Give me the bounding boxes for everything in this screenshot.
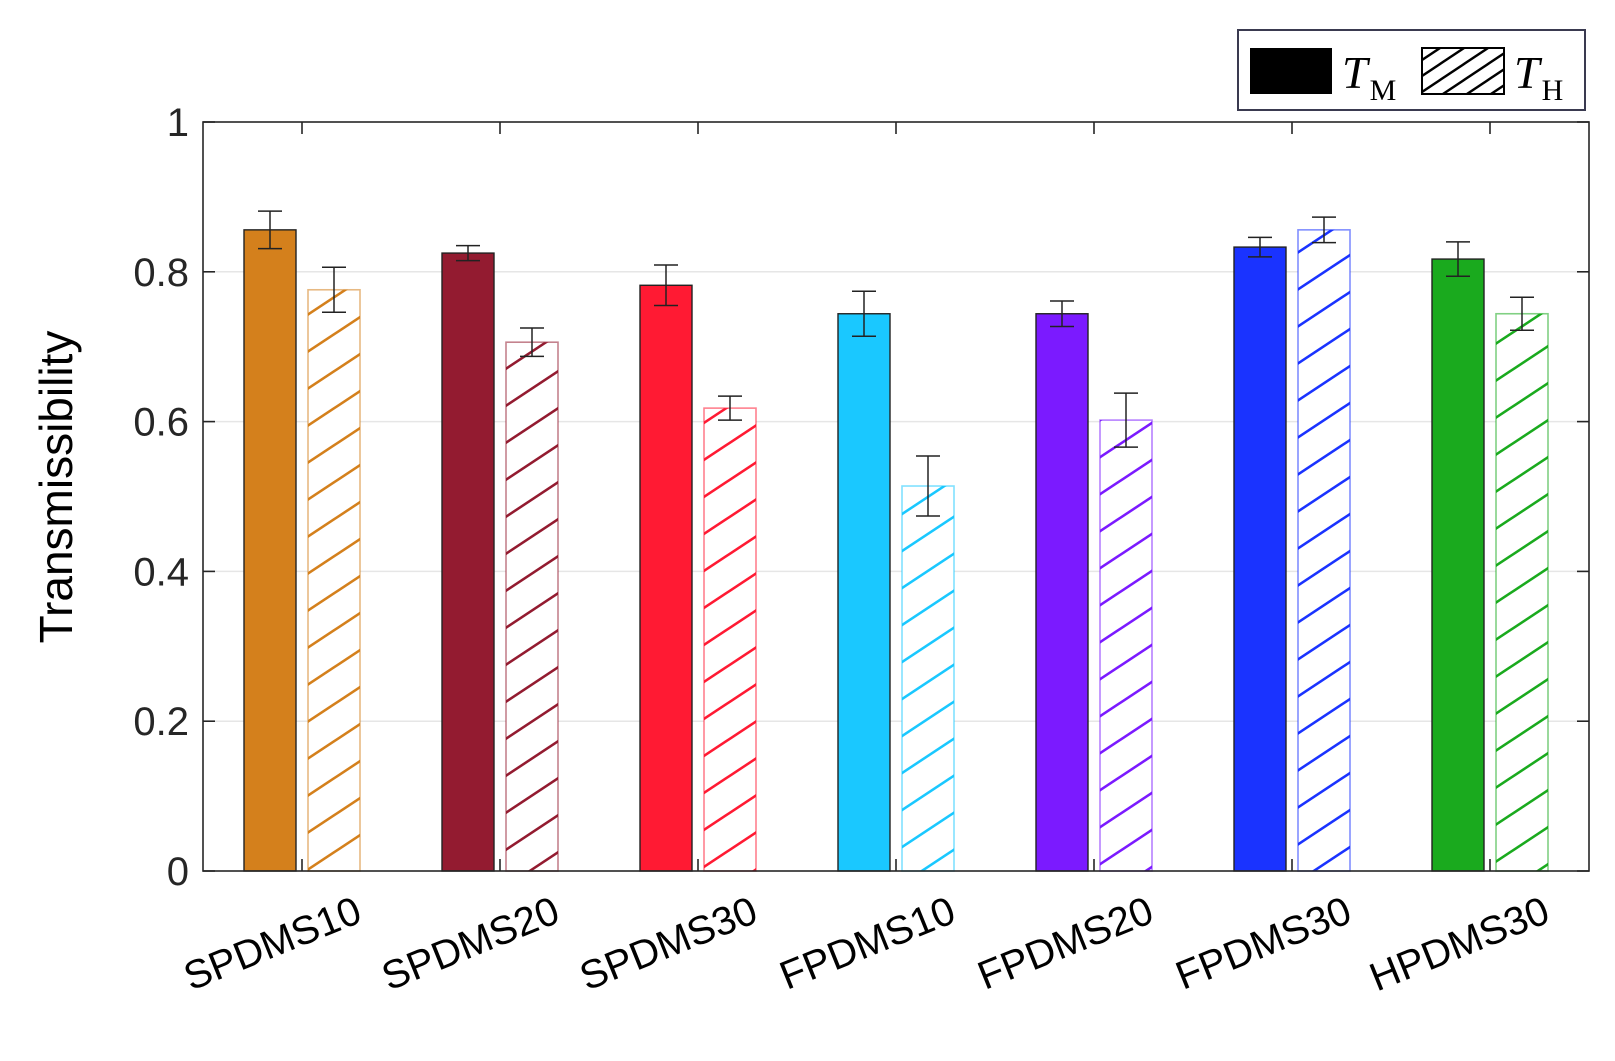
legend: TM TH [1237, 29, 1586, 111]
error-bar [852, 290, 876, 337]
x-tick-label-fpdms10: FPDMS10 [774, 889, 962, 999]
bar-th-spdms30 [703, 407, 757, 872]
bar-th-fpdms20 [1099, 419, 1153, 872]
legend-label-subscript: M [1370, 74, 1397, 107]
x-tick-label-fpdms20: FPDMS20 [972, 889, 1160, 999]
x-tick-label-fpdms30: FPDMS30 [1170, 889, 1358, 999]
error-bar [916, 455, 940, 517]
y-tick-label: 0.2 [133, 700, 189, 744]
bar-tm-fpdms30 [1233, 246, 1287, 872]
error-bar [1446, 241, 1470, 278]
x-tick-label-spdms10: SPDMS10 [178, 889, 368, 1000]
error-bar [456, 244, 480, 262]
bars [243, 229, 1549, 872]
y-tick-label: 0.8 [133, 251, 189, 295]
axes [202, 121, 1590, 872]
y-tick-label: 0.4 [133, 550, 189, 594]
x-tick-label-spdms20: SPDMS20 [376, 889, 566, 1000]
bar-tm-hpdms30 [1431, 258, 1485, 872]
bar-tm-fpdms10 [837, 313, 891, 872]
legend-swatch-solid [1250, 48, 1332, 94]
y-tick-label: 1 [167, 101, 189, 145]
bar-tm-fpdms20 [1035, 313, 1089, 872]
x-tick-label-hpdms30: HPDMS30 [1364, 889, 1556, 1001]
error-bar [1312, 216, 1336, 244]
bar-th-fpdms10 [901, 485, 955, 872]
error-bar [1510, 296, 1534, 331]
bar-th-hpdms30 [1495, 312, 1549, 872]
plot-frame [202, 121, 1590, 872]
bar-tm-spdms10 [243, 229, 297, 872]
error-bar [1050, 300, 1074, 328]
y-tick-label: 0.6 [133, 401, 189, 445]
error-bar [520, 327, 544, 358]
bar-th-spdms10 [307, 288, 361, 872]
y-axis-label: Transmissibility [30, 331, 82, 644]
bar-tm-spdms20 [441, 252, 495, 872]
legend-label-subscript: H [1542, 74, 1564, 107]
bar-th-spdms20 [505, 341, 559, 872]
error-bar [1248, 236, 1272, 258]
error-bar [258, 210, 282, 250]
error-bars [258, 210, 1534, 517]
grid-lines [203, 271, 1589, 722]
error-bar [718, 395, 742, 421]
error-bar [322, 266, 346, 313]
x-tick-label-spdms30: SPDMS30 [574, 889, 764, 1000]
legend-swatch-hatched [1421, 47, 1505, 95]
error-bar [654, 264, 678, 307]
bar-tm-spdms30 [639, 284, 693, 872]
y-tick-label: 0 [167, 850, 189, 894]
bar-th-fpdms30 [1297, 229, 1351, 872]
error-bar [1114, 392, 1138, 448]
